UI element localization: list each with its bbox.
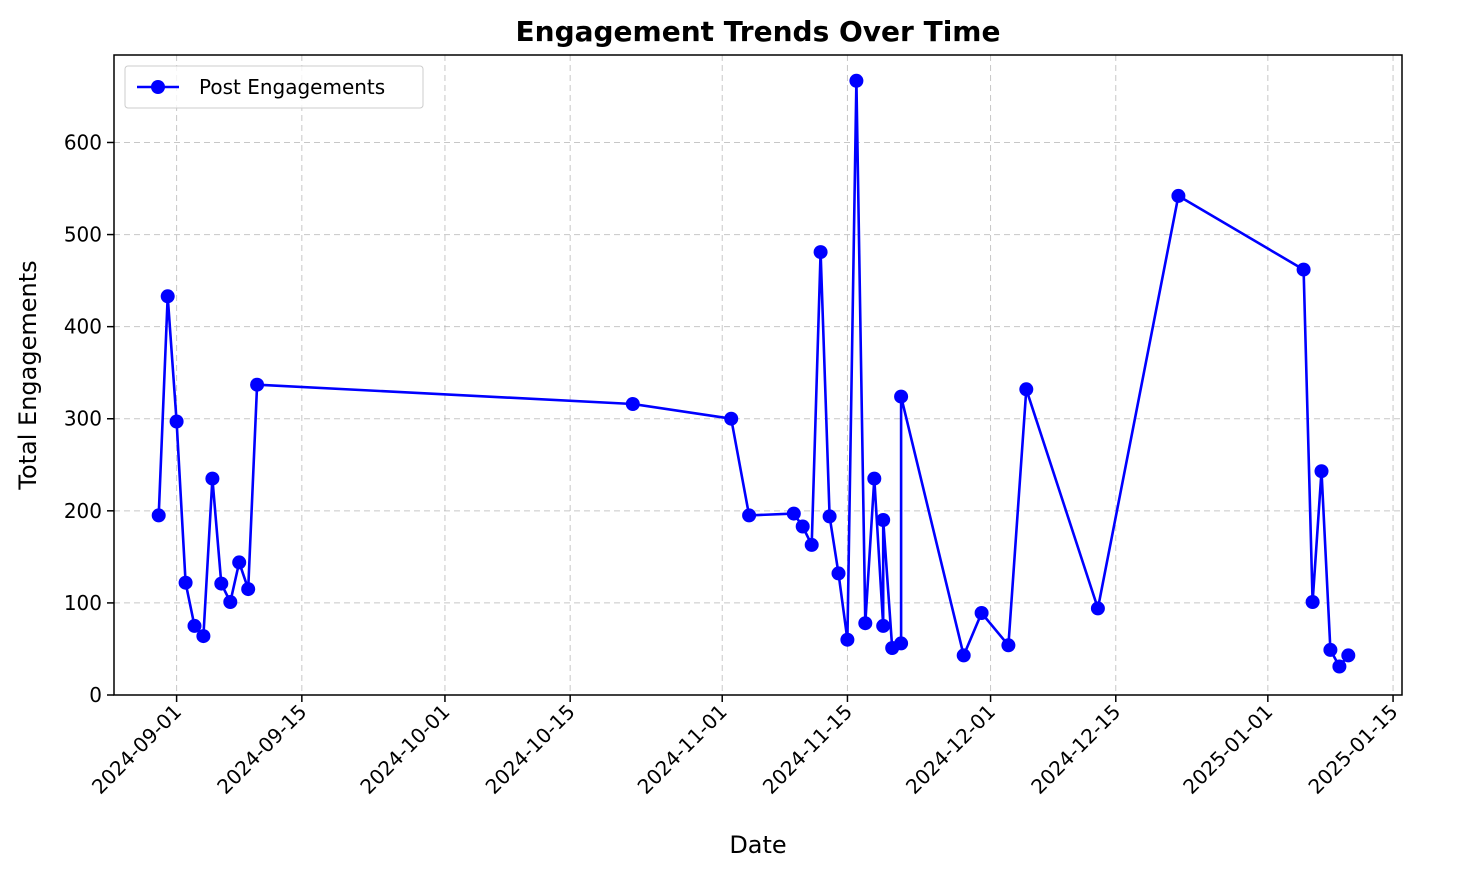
legend-label: Post Engagements bbox=[199, 75, 385, 99]
series-layer bbox=[151, 73, 1356, 674]
data-point bbox=[804, 537, 819, 552]
y-tick-label: 200 bbox=[64, 499, 102, 523]
data-point bbox=[894, 636, 909, 651]
plot-area-frame bbox=[113, 54, 1403, 696]
data-point bbox=[831, 566, 846, 581]
data-point bbox=[1305, 595, 1320, 609]
data-point bbox=[232, 555, 247, 570]
y-tick-label: 100 bbox=[64, 591, 102, 615]
data-point bbox=[786, 506, 801, 521]
data-point bbox=[250, 377, 265, 392]
data-point bbox=[974, 606, 989, 620]
x-axis-label: Date bbox=[729, 831, 786, 859]
y-tick-label: 0 bbox=[89, 683, 102, 707]
data-point bbox=[1001, 638, 1016, 653]
legend-box bbox=[124, 65, 424, 109]
y-tick-label: 300 bbox=[64, 407, 102, 431]
data-point bbox=[178, 575, 193, 590]
y-axis-ticks: 0 100 200 300 400 500 600 bbox=[64, 130, 114, 707]
data-point bbox=[1332, 659, 1347, 674]
data-point bbox=[795, 519, 810, 534]
data-point bbox=[223, 595, 238, 609]
data-point bbox=[956, 648, 971, 663]
data-point bbox=[241, 582, 256, 597]
chart-title: Engagement Trends Over Time bbox=[516, 15, 1001, 48]
data-point bbox=[894, 389, 909, 404]
data-point bbox=[160, 289, 175, 304]
data-point bbox=[1323, 642, 1338, 657]
data-point bbox=[867, 471, 882, 486]
data-point bbox=[840, 632, 855, 647]
data-point bbox=[1090, 601, 1105, 616]
data-point bbox=[187, 618, 202, 633]
data-point bbox=[876, 513, 891, 527]
data-point bbox=[1019, 382, 1034, 397]
data-point bbox=[1171, 188, 1186, 203]
y-tick-label: 500 bbox=[64, 223, 102, 247]
data-point bbox=[822, 509, 837, 524]
series-line-post-engagements bbox=[157, 79, 1350, 668]
y-axis-label: Total Engagements bbox=[14, 260, 42, 490]
data-point bbox=[1296, 262, 1311, 277]
data-point bbox=[858, 616, 873, 631]
y-tick-label: 400 bbox=[64, 315, 102, 339]
data-point bbox=[876, 618, 891, 633]
data-point bbox=[1314, 464, 1329, 479]
legend-marker-swatch bbox=[151, 80, 165, 94]
data-point bbox=[205, 471, 220, 486]
data-point bbox=[742, 508, 757, 523]
data-point bbox=[196, 629, 211, 644]
data-point bbox=[724, 411, 739, 426]
data-point bbox=[625, 397, 640, 411]
data-point bbox=[813, 245, 828, 260]
data-point bbox=[849, 73, 864, 88]
data-point bbox=[169, 414, 184, 429]
legend: Post Engagements bbox=[124, 65, 424, 109]
data-point bbox=[151, 508, 166, 523]
y-tick-label: 600 bbox=[64, 130, 102, 154]
data-point bbox=[214, 576, 229, 591]
data-point bbox=[1341, 648, 1356, 663]
